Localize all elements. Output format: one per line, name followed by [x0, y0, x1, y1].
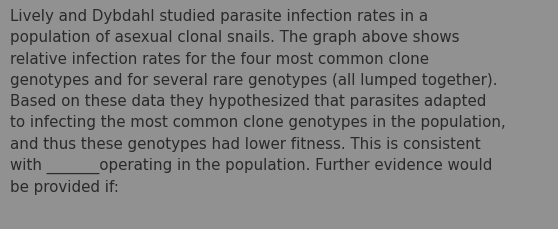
Text: Lively and Dybdahl studied parasite infection rates in a
population of asexual c: Lively and Dybdahl studied parasite infe…: [10, 9, 506, 194]
